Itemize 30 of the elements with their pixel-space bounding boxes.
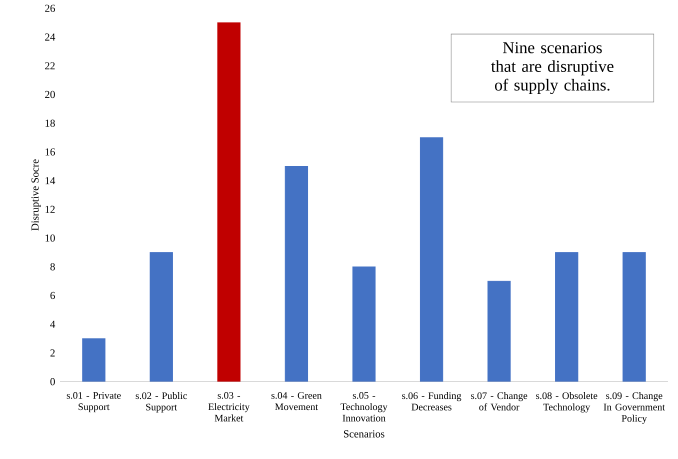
x-tick-label: s.08 - Obsolete Technology bbox=[536, 392, 598, 412]
x-tick-label: s.06 - Funding Decreases bbox=[402, 392, 462, 410]
y-tick-label: 4 bbox=[50, 320, 56, 328]
y-tick-label: 6 bbox=[50, 292, 55, 300]
y-tick-label: 16 bbox=[46, 148, 55, 156]
y-tick-label: 0 bbox=[50, 378, 55, 386]
y-tick-label: 14 bbox=[46, 177, 56, 184]
x-tick-label: s.01 - Private Support bbox=[66, 392, 121, 412]
y-tick-label: 12 bbox=[46, 206, 55, 213]
x-tick-label: s.05 - Technology Innovation bbox=[340, 392, 388, 422]
y-tick-label: 10 bbox=[46, 234, 55, 242]
bar bbox=[217, 22, 240, 382]
annotation: Nine scenarios that are disruptive of supply chains. bbox=[491, 42, 614, 94]
bar bbox=[622, 252, 646, 382]
y-tick-label: 26 bbox=[45, 4, 55, 12]
x-tick-label: s.07 - Change of Vendor bbox=[471, 392, 528, 410]
y-axis-title: Disruptive Socre bbox=[31, 159, 41, 231]
y-tick-label: 22 bbox=[45, 62, 55, 70]
y-tick-label: 8 bbox=[50, 263, 55, 270]
y-tick-label: 24 bbox=[45, 34, 56, 41]
x-tick-label: s.03 - Electricity Market bbox=[208, 392, 250, 422]
y-tick-label: 20 bbox=[45, 90, 55, 98]
bar bbox=[82, 338, 106, 382]
bar bbox=[352, 266, 376, 382]
y-tick-label: 18 bbox=[46, 120, 55, 127]
y-tick-label: 2 bbox=[50, 349, 55, 356]
x-tick-label: s.04 - Green Movement bbox=[271, 392, 322, 410]
x-tick-label: s.02 - Public Support bbox=[136, 392, 187, 412]
x-tick-label: s.09 - Change In Government Policy bbox=[604, 392, 665, 424]
x-axis-title: Scenarios bbox=[344, 430, 384, 438]
